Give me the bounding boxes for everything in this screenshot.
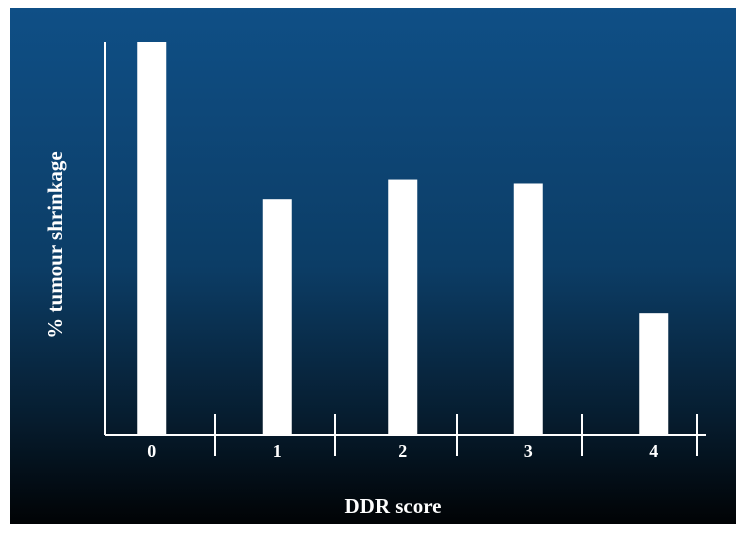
bar: [388, 180, 417, 435]
bar: [639, 313, 668, 435]
x-tick-label: 0: [147, 441, 156, 461]
bar: [137, 42, 166, 435]
background: [10, 8, 736, 524]
x-tick-label: 3: [524, 441, 533, 461]
y-axis-label: % tumour shrinkage: [43, 151, 67, 338]
x-axis-label: DDR score: [344, 494, 441, 518]
x-tick-label: 4: [649, 441, 658, 461]
bar: [263, 199, 292, 435]
x-tick-label: 2: [398, 441, 407, 461]
bar: [514, 183, 543, 435]
x-tick-label: 1: [273, 441, 282, 461]
